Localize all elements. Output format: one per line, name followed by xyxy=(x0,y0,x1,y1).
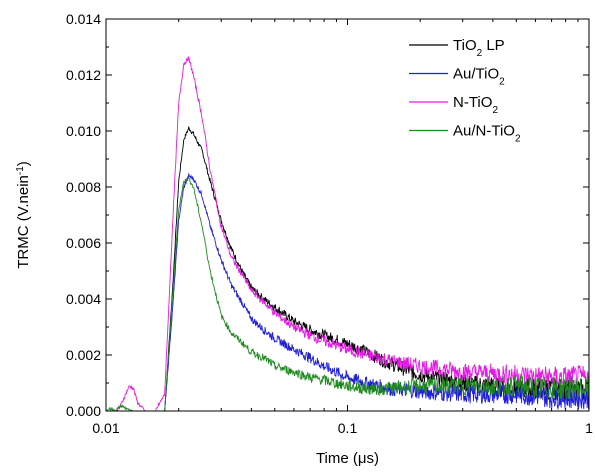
series-layer xyxy=(105,55,590,413)
y-tick-label: 0.000 xyxy=(66,403,101,419)
x-tick-label: 0.01 xyxy=(92,420,119,436)
y-tick-label: 0.002 xyxy=(66,347,101,363)
y-tick-label: 0.014 xyxy=(66,11,101,27)
y-axis-title-sup: -1 xyxy=(15,166,26,175)
legend-label-2: N-TiO2 xyxy=(453,94,498,116)
y-tick-label: 0.012 xyxy=(66,67,101,83)
series-line-2 xyxy=(106,55,590,412)
legend-label-0: TiO2 LP xyxy=(453,37,505,59)
y-tick-label: 0.006 xyxy=(66,235,101,251)
x-tick-label: 1 xyxy=(585,420,593,436)
y-tick-label: 0.010 xyxy=(66,123,101,139)
legend: TiO2 LP Au/TiO2 N-TiO2 Au/N-TiO2 xyxy=(409,37,521,144)
y-axis-title: TRMC (V.nein-1) xyxy=(15,161,33,269)
y-tick-label: 0.008 xyxy=(66,179,101,195)
series-line-3 xyxy=(105,177,590,413)
series-line-1 xyxy=(164,172,590,412)
y-axis-title-close: ) xyxy=(15,161,32,166)
y-tick-label: 0.004 xyxy=(66,291,101,307)
ticks-layer: 0.000 0.002 0.004 0.006 0.008 0.010 0.012 0.014… xyxy=(66,11,593,436)
x-tick-label: 0.1 xyxy=(338,420,358,436)
legend-label-1: Au/TiO2 xyxy=(453,66,505,88)
x-axis-title: Time (μs) xyxy=(316,450,379,467)
y-axis-title-main: TRMC (V.nein xyxy=(15,175,32,269)
legend-label-3: Au/N-TiO2 xyxy=(453,123,521,145)
